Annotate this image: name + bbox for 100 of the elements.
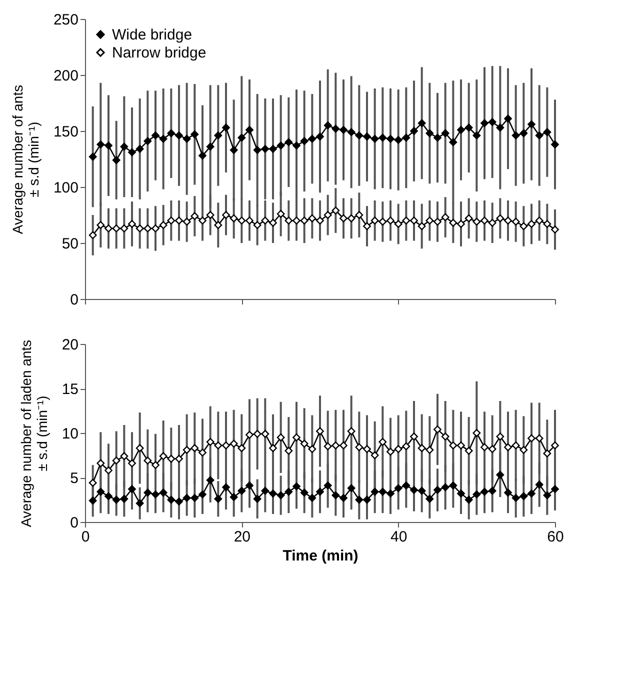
point (206, 211, 214, 219)
point (159, 221, 168, 230)
point (496, 124, 504, 132)
point (300, 216, 308, 225)
point (543, 128, 552, 136)
point (347, 427, 356, 436)
point (175, 132, 183, 140)
point (300, 137, 308, 146)
point (128, 459, 136, 468)
point (496, 470, 504, 479)
point (261, 430, 270, 438)
point (167, 496, 176, 504)
point (535, 132, 544, 140)
point (88, 231, 97, 240)
y-tick-label: 20 (62, 336, 78, 354)
point (472, 429, 481, 437)
point (284, 138, 293, 146)
point (206, 438, 214, 446)
point (206, 142, 214, 151)
y-tick-label: 100 (53, 180, 78, 196)
point (551, 140, 559, 148)
point (355, 496, 364, 504)
point (410, 216, 418, 225)
point (120, 452, 128, 460)
point (144, 456, 152, 465)
point (347, 484, 356, 492)
point (261, 144, 270, 153)
point (535, 480, 544, 489)
point (543, 450, 552, 458)
point (332, 124, 340, 133)
point (426, 446, 434, 454)
point (214, 132, 222, 140)
point (355, 443, 364, 452)
point (159, 134, 168, 143)
point (230, 146, 238, 154)
point (182, 446, 191, 454)
point (512, 494, 520, 502)
y-axis-title: Average number of ants ± s.d (min⁻¹) (9, 84, 42, 234)
point (261, 486, 270, 495)
point (504, 216, 512, 225)
point (316, 488, 324, 496)
point (292, 433, 300, 442)
point (175, 498, 183, 506)
point (222, 211, 230, 219)
point (112, 224, 120, 232)
point (300, 440, 308, 448)
point (112, 156, 120, 164)
point (230, 214, 238, 222)
point (426, 216, 434, 225)
point (136, 224, 144, 232)
point (238, 216, 246, 225)
point (214, 494, 222, 503)
point (292, 142, 300, 150)
point (152, 132, 160, 140)
point (175, 454, 183, 463)
point (222, 124, 230, 132)
y-tick-label: 50 (62, 236, 78, 252)
point (253, 221, 262, 230)
point (480, 119, 488, 128)
y-tick-label: 5 (70, 470, 78, 487)
point (535, 216, 544, 225)
point (543, 220, 552, 228)
legend-label: Wide bridge (112, 26, 192, 44)
point (190, 212, 199, 220)
point (410, 486, 418, 494)
point (426, 129, 434, 138)
point (441, 213, 450, 222)
point (520, 446, 528, 454)
point (394, 484, 402, 492)
point (363, 496, 371, 504)
point (198, 490, 206, 498)
point (340, 126, 348, 134)
point (238, 134, 246, 142)
point (112, 456, 120, 465)
point (551, 442, 559, 450)
point (378, 134, 387, 142)
point (340, 494, 348, 502)
x-axis-title: Time (min) (282, 548, 358, 564)
point (222, 483, 230, 492)
point (269, 490, 277, 498)
point (269, 444, 277, 452)
point (167, 129, 176, 138)
y-axis-title: Average number of laden ants ± s.d (min⁻¹) (18, 340, 50, 528)
point (230, 440, 238, 448)
point (355, 211, 364, 219)
point (316, 216, 324, 225)
point (253, 494, 262, 503)
y-tick-label: 0 (70, 514, 78, 532)
point (504, 443, 512, 452)
point (238, 444, 246, 452)
point (457, 442, 465, 450)
point (308, 214, 316, 222)
point (355, 132, 364, 140)
y-tick-label: 150 (53, 124, 78, 140)
point (159, 488, 168, 497)
point (504, 488, 512, 497)
point (316, 427, 324, 436)
point (488, 486, 496, 495)
point (464, 124, 473, 132)
point (152, 490, 160, 498)
